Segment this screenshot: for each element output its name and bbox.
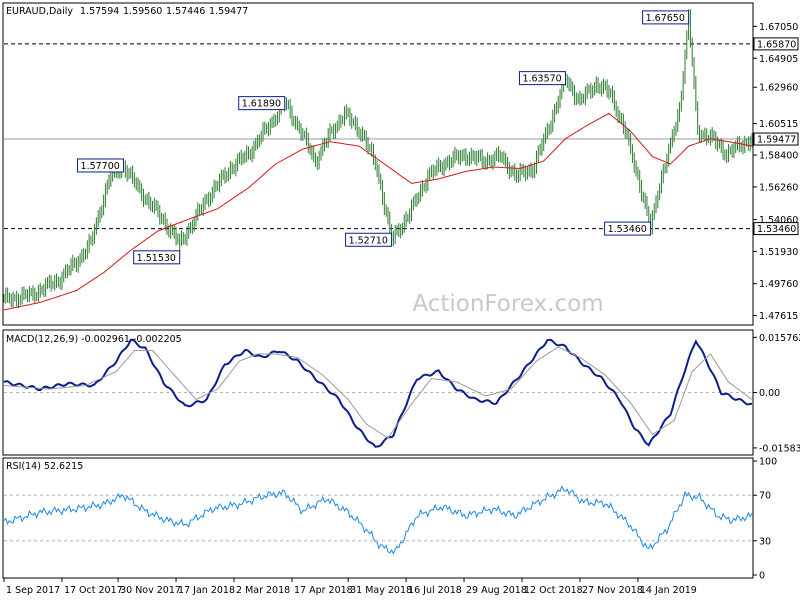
annotation-box: [604, 221, 652, 236]
level-price-label: 1.53460: [757, 224, 796, 235]
annotation-box: [133, 250, 181, 265]
level-price-label: 1.65870: [757, 39, 796, 50]
price-tick-label: 1.67050: [759, 22, 798, 33]
annotation-label: 1.63570: [522, 74, 561, 85]
macd-title: MACD(12,26,9) -0.002961 -0.002205: [6, 334, 182, 345]
price-tick-label: 1.64905: [759, 54, 798, 65]
price-tick-label: 1.56260: [759, 182, 798, 193]
price-tick-label: 1.51930: [759, 247, 798, 258]
rsi-line: [3, 485, 753, 555]
price-panel: EURAUD,Daily 1.57594 1.59560 1.57446 1.5…: [2, 2, 799, 326]
price-header-low: 1.57446: [166, 6, 205, 17]
macd-tick-label: 0.015762: [759, 333, 800, 344]
current-price-box: [753, 132, 799, 146]
price-tick-label: 1.49760: [759, 279, 798, 290]
date-tick-label: 27 Nov 2018: [582, 585, 643, 596]
rsi-title: RSI(14) 52.6215: [6, 461, 83, 472]
annotation-label: 1.53460: [608, 224, 647, 235]
date-tick-label: 30 Nov 2017: [120, 585, 181, 596]
annotation-label: 1.52710: [349, 235, 388, 246]
macd-panel: MACD(12,26,9) -0.002961 -0.002205 0.0157…: [2, 329, 800, 456]
annotation-box: [238, 96, 286, 111]
date-tick-label: 16 Jul 2018: [408, 585, 462, 596]
macd-line: [3, 338, 753, 448]
price-tick-label: 1.62960: [759, 83, 798, 94]
annotation-box: [77, 158, 125, 173]
current-price-label: 1.59477: [757, 135, 796, 146]
date-tick-label: 29 Aug 2018: [466, 585, 527, 596]
price-tick-label: 1.54060: [759, 215, 798, 226]
price-header-high: 1.59560: [123, 6, 162, 17]
macd-tick-label: 0.00: [759, 388, 780, 399]
level-price-box: [753, 222, 799, 236]
rsi-panel-frame: [2, 457, 754, 579]
annotation-box: [642, 10, 690, 25]
signal-line: [3, 346, 753, 439]
moving-average-line: [3, 112, 753, 311]
level-price-box: [753, 37, 799, 51]
rsi-tick-label: 70: [759, 491, 771, 502]
rsi-tick-label: 30: [759, 536, 771, 547]
rsi-panel: RSI(14) 52.6215 100 70 30 0: [2, 457, 777, 582]
price-panel-frame: [2, 2, 754, 326]
date-tick-label: 12 Oct 2018: [524, 585, 583, 596]
macd-tick-label: -0.015834: [759, 443, 800, 454]
annotation-label: 1.57700: [81, 161, 120, 172]
date-tick-label: 17 Apr 2018: [294, 585, 353, 596]
annotation-label: 1.61890: [242, 99, 281, 110]
price-tick-label: 1.60515: [759, 119, 798, 130]
rsi-tick-label: 0: [759, 571, 765, 582]
date-tick-label: 17 Jan 2018: [178, 585, 235, 596]
price-header-open: 1.57594: [80, 6, 119, 17]
date-tick-label: 1 Sep 2017: [6, 585, 60, 596]
price-header-symbol: EURAUD,Daily: [6, 6, 73, 17]
date-tick-label: 14 Jan 2019: [640, 585, 697, 596]
annotation-box: [345, 232, 393, 247]
date-tick-label: 2 Mar 2018: [236, 585, 290, 596]
rsi-tick-label: 100: [759, 457, 777, 468]
price-tick-label: 1.58400: [759, 151, 798, 162]
annotation-label: 1.67650: [646, 13, 685, 24]
price-tick-label: 1.47615: [759, 311, 798, 322]
date-tick-label: 17 Oct 2017: [64, 585, 123, 596]
watermark: ActionForex.com: [412, 291, 603, 317]
annotation-label: 1.51530: [137, 253, 176, 264]
price-header-close: 1.59477: [209, 6, 248, 17]
date-tick-label: 31 May 2018: [350, 585, 412, 596]
annotation-box: [518, 71, 566, 86]
